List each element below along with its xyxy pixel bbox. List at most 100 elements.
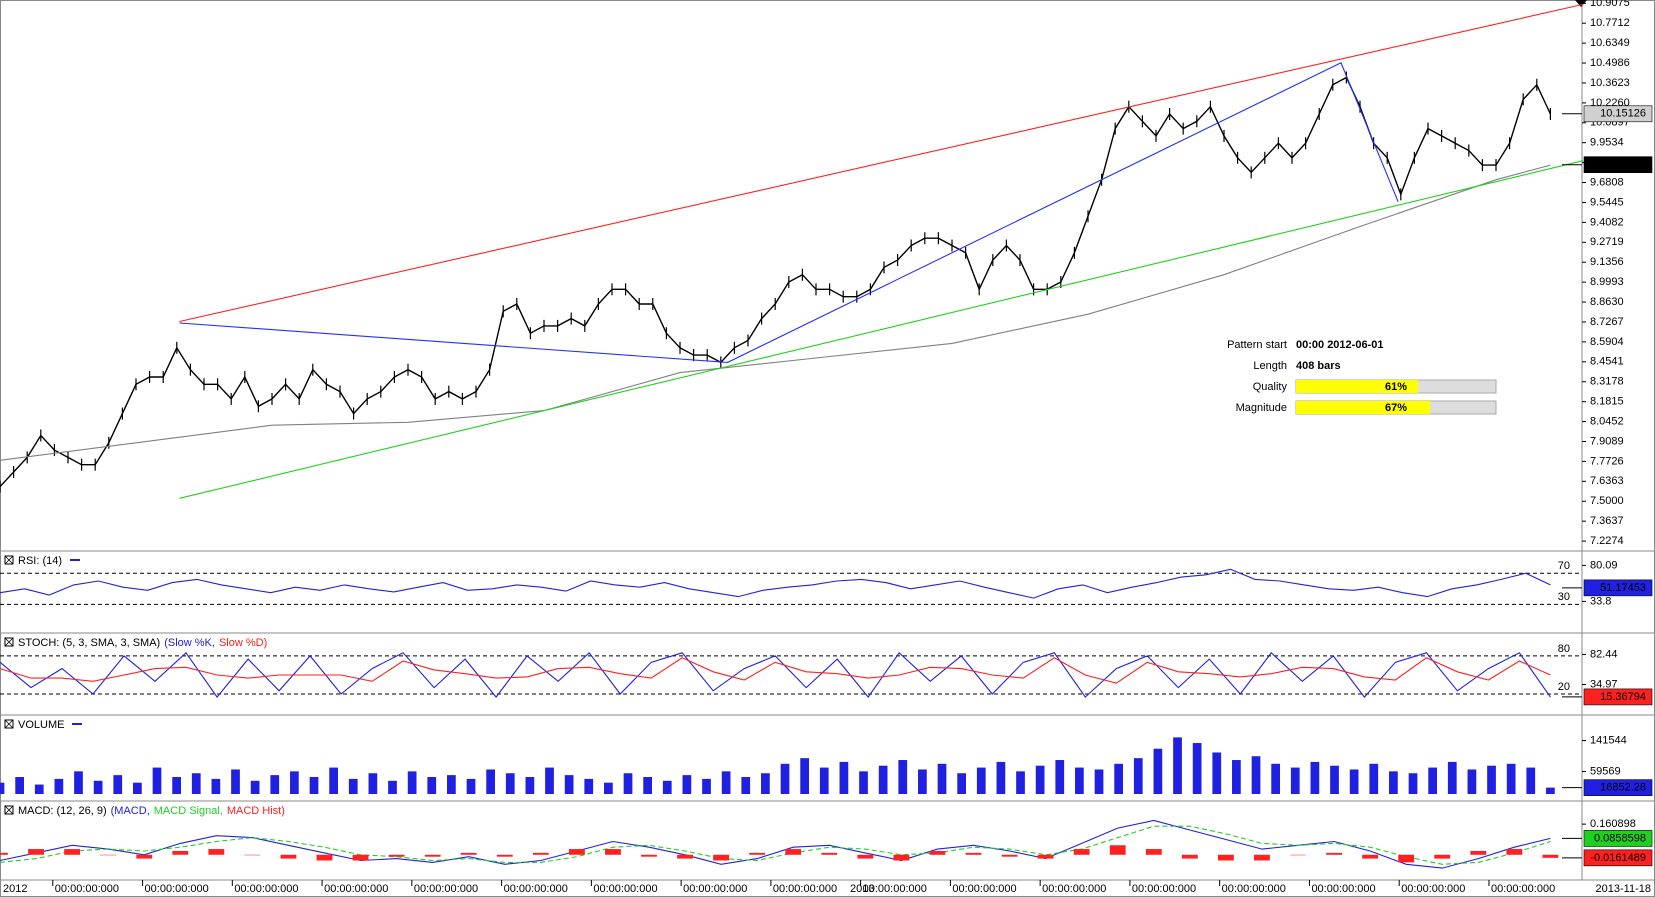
bar (545, 767, 554, 794)
y-tick-label: 33.8 (1590, 595, 1611, 607)
bar (1369, 763, 1379, 794)
bar (270, 775, 280, 794)
title-part: VOLUME (18, 719, 64, 731)
collapse-box (4, 805, 14, 815)
bar (1109, 845, 1126, 855)
time-label: 00:00:00:000 (414, 883, 478, 895)
y-tick-label: 9.4082 (1590, 216, 1624, 228)
collapse-box (4, 637, 14, 647)
bar (1467, 769, 1477, 794)
bar (1254, 854, 1270, 861)
time-label: 00:00:00:000 (1042, 883, 1106, 895)
collapse-box (4, 719, 14, 729)
bar (859, 771, 868, 794)
y-tick-label: 7.6363 (1590, 475, 1624, 487)
y-tick-label: 9.2719 (1590, 236, 1624, 248)
bar (28, 849, 44, 855)
bar (1153, 748, 1163, 794)
bar (604, 782, 613, 794)
bar (447, 775, 456, 794)
time-label: 00:00:00:000 (1222, 883, 1286, 895)
time-label: 2013-11-18 (1596, 883, 1651, 895)
bar (721, 771, 731, 794)
bar (1398, 854, 1415, 863)
bar (407, 771, 417, 794)
y-tick-label: 8.7267 (1590, 316, 1624, 328)
series-line (0, 164, 1551, 461)
y-tick-label: 8.3178 (1590, 376, 1624, 388)
title-part: STOCH: (5, 3, SMA, 3, SMA) (18, 637, 160, 649)
bar (641, 854, 657, 857)
bar (348, 778, 358, 794)
panel-title: MACD: (12, 26, 9) (MACD, MACD Signal, MACD … (18, 805, 285, 817)
bar (1506, 763, 1516, 794)
collapse-icon (4, 719, 14, 729)
bar (208, 849, 225, 855)
bar (1035, 765, 1045, 794)
y-tick-label: 141544 (1590, 734, 1627, 746)
bar (1349, 769, 1359, 794)
last-value-label: 9.80296 (1606, 159, 1646, 171)
bar (761, 773, 770, 794)
time-label: 00:00:00:000 (145, 883, 209, 895)
bar (1094, 769, 1104, 794)
time-label: 00:00:00:000 (1401, 883, 1465, 895)
title-part: (Slow %K, (164, 637, 215, 649)
bar (505, 773, 515, 794)
y-tick-label: 9.1356 (1590, 256, 1624, 268)
bar (1232, 760, 1241, 794)
bar (898, 760, 908, 794)
bar (857, 854, 874, 859)
bar (1526, 767, 1536, 794)
bar (682, 775, 692, 794)
y-tick-label: 8.5904 (1590, 336, 1624, 348)
series-line (179, 3, 1584, 323)
bar (34, 784, 44, 794)
y-tick-label: 8.8630 (1590, 296, 1624, 308)
bar (460, 852, 477, 855)
y-tick-label: 80.09 (1590, 559, 1618, 571)
bar (424, 854, 441, 857)
bar (929, 850, 946, 855)
bar (525, 777, 535, 794)
time-label: 00:00:00:000 (234, 883, 298, 895)
level-label: 70 (1558, 560, 1570, 572)
bar (1389, 771, 1398, 794)
bar (368, 773, 378, 794)
y-tick-label: 8.9993 (1590, 276, 1624, 288)
scroll-marker (1575, 0, 1587, 7)
bar (1073, 849, 1090, 855)
title-part: MACD: (12, 26, 9) (18, 805, 107, 817)
time-label: 2013 (850, 883, 874, 895)
bar (496, 854, 513, 857)
time-label: 00:00:00:000 (683, 883, 747, 895)
bar (677, 854, 693, 859)
last-value-box (1583, 579, 1653, 597)
progress-label: 61% (1385, 381, 1407, 393)
bar (532, 852, 549, 855)
bar (1434, 854, 1451, 859)
y-tick-label: 8.0452 (1590, 415, 1624, 427)
y-tick-label: 34.97 (1590, 678, 1618, 690)
bar (290, 771, 299, 794)
bar (564, 775, 574, 794)
progress-label: 67% (1385, 402, 1407, 414)
bar (1217, 854, 1234, 861)
bar (191, 773, 201, 794)
bar (64, 849, 81, 855)
time-label: 00:00:00:000 (1491, 883, 1555, 895)
bar (352, 854, 369, 861)
collapse-box (4, 555, 14, 565)
bar (1173, 737, 1182, 794)
bar (316, 854, 333, 861)
pattern-value: 00:00 2012-06-01 (1296, 339, 1383, 351)
y-tick-label: 10.3623 (1590, 77, 1630, 89)
bar (388, 780, 397, 794)
bar (309, 777, 319, 794)
pattern-value: 408 bars (1296, 360, 1341, 372)
bar (1055, 760, 1065, 794)
bar (427, 777, 437, 794)
series-line (179, 62, 1399, 363)
y-tick-label: 7.3637 (1590, 515, 1624, 527)
